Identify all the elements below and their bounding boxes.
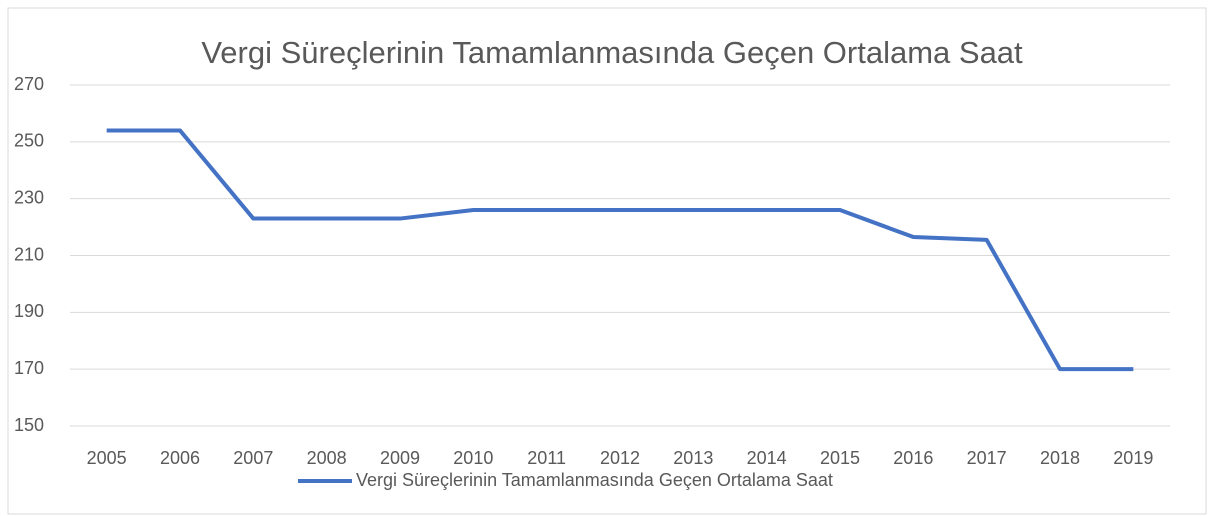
- y-tick-label: 250: [14, 131, 44, 151]
- x-tick-label: 2013: [673, 448, 713, 468]
- x-tick-label: 2018: [1040, 448, 1080, 468]
- line-series: [106, 128, 1134, 372]
- y-tick-label: 190: [14, 301, 44, 321]
- chart-border: [7, 7, 1207, 515]
- x-tick-label: 2007: [233, 448, 273, 468]
- x-tick-label: 2015: [820, 448, 860, 468]
- x-tick-label: 2005: [87, 448, 127, 468]
- x-tick-label: 2012: [600, 448, 640, 468]
- legend-label: Vergi Süreçlerinin Tamamlanmasında Geçen…: [356, 470, 833, 490]
- x-tick-label: 2017: [967, 448, 1007, 468]
- y-tick-label: 270: [14, 74, 44, 94]
- y-tick-label: 210: [14, 244, 44, 264]
- x-tick-label: 2019: [1113, 448, 1153, 468]
- y-tick-label: 150: [14, 415, 44, 435]
- x-tick-label: 2014: [747, 448, 787, 468]
- x-tick-label: 2010: [453, 448, 493, 468]
- y-tick-label: 230: [14, 187, 44, 207]
- x-tick-label: 2009: [380, 448, 420, 468]
- chart-title: Vergi Süreçlerinin Tamamlanmasında Geçen…: [201, 35, 1023, 70]
- x-tick-label: 2006: [160, 448, 200, 468]
- x-tick-label: 2016: [893, 448, 933, 468]
- x-tick-label: 2008: [307, 448, 347, 468]
- x-tick-label: 2011: [527, 448, 566, 468]
- y-tick-label: 170: [14, 358, 44, 378]
